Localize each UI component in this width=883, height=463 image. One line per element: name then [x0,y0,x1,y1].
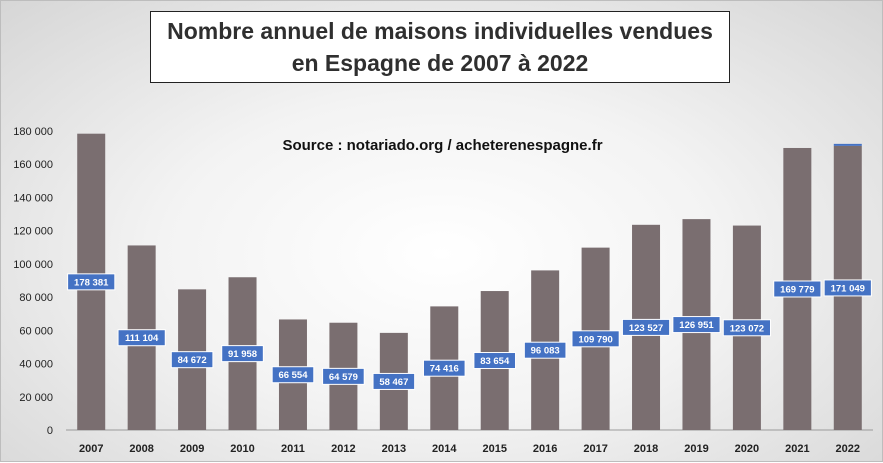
x-tick-label: 2018 [634,443,658,455]
data-label: 178 381 [74,277,109,288]
data-label-box [621,318,671,336]
data-label: 66 554 [278,370,308,381]
x-tick-label: 2019 [684,443,708,455]
y-tick-label: 100 000 [13,259,53,271]
x-tick-label: 2013 [382,443,406,455]
data-label: 171 049 [831,283,865,294]
data-label: 109 790 [578,334,612,345]
x-tick-label: 2007 [79,443,103,455]
y-tick-label: 140 000 [13,192,53,204]
data-label: 91 958 [228,349,257,360]
data-label-box [170,351,214,369]
x-tick-label: 2015 [482,443,506,455]
data-label: 74 416 [430,364,459,375]
data-label: 64 579 [329,372,358,383]
x-tick-label: 2012 [331,443,355,455]
source-note: Source : notariado.org / acheterenespagn… [282,137,603,154]
data-label: 111 104 [125,333,159,344]
data-label: 58 467 [379,377,408,388]
data-label-box [823,279,872,297]
data-label-box [422,359,466,377]
data-label: 123 072 [730,323,764,334]
y-tick-label: 180 000 [13,126,53,138]
bar-2022-accent [833,143,862,146]
y-tick-label: 40 000 [19,359,53,371]
y-tick-label: 60 000 [19,325,53,337]
x-tick-label: 2021 [785,443,809,455]
data-label-box [523,341,567,359]
y-tick-label: 20 000 [19,392,53,404]
data-label-box [117,329,166,347]
chart-title-line-2: en Espagne de 2007 à 2022 [291,50,589,76]
data-label-box [372,372,416,390]
data-label-box [221,345,264,363]
data-label-box [271,366,315,384]
data-label-box [322,367,365,385]
data-label-box [571,330,620,348]
x-tick-label: 2014 [432,443,457,455]
y-tick-label: 0 [47,425,53,437]
y-tick-label: 120 000 [13,226,53,238]
x-tick-label: 2009 [180,443,204,455]
y-tick-label: 160 000 [13,159,53,171]
data-label: 83 654 [480,356,510,367]
data-label-box [67,273,116,291]
data-label: 96 083 [531,346,560,357]
chart-title-line-1: Nombre annuel de maisons individuelles v… [167,18,713,44]
data-label-box [773,280,822,298]
x-tick-label: 2010 [230,443,254,455]
data-label-box [473,352,517,370]
y-tick-label: 80 000 [19,292,53,304]
data-label-box [672,316,721,334]
x-tick-label: 2011 [281,443,305,455]
x-tick-label: 2017 [583,443,607,455]
data-label: 123 527 [629,323,663,334]
data-label: 126 951 [679,320,714,331]
data-label: 169 779 [780,284,814,295]
x-tick-label: 2008 [129,443,153,455]
x-tick-label: 2022 [836,443,860,455]
chart-title-box: Nombre annuel de maisons individuelles v… [150,11,730,83]
data-label-box [722,319,772,337]
x-tick-label: 2020 [735,443,759,455]
x-tick-label: 2016 [533,443,557,455]
data-label: 84 672 [178,355,207,366]
